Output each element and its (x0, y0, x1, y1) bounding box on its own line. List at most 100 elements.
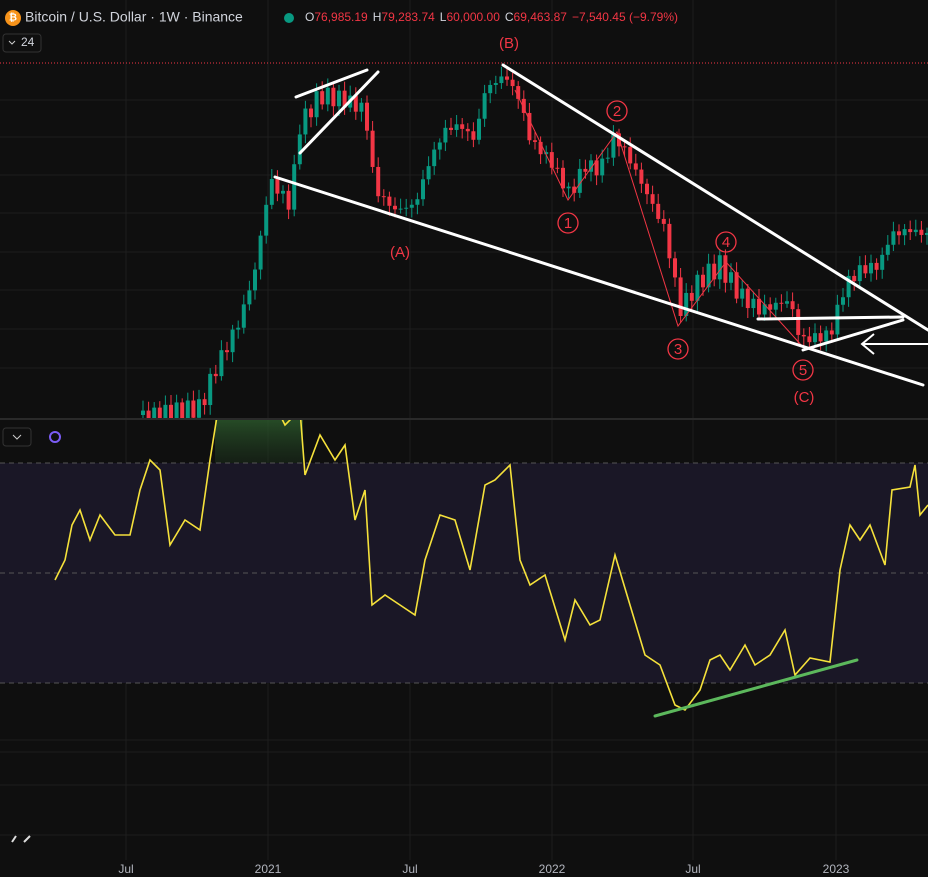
candle (667, 223, 672, 259)
candle (264, 204, 269, 236)
candle (241, 304, 246, 328)
rsi-overbought-fill (215, 420, 303, 463)
wave-label: (B) (499, 35, 519, 52)
candle (180, 402, 185, 418)
candle (247, 290, 252, 305)
candle (499, 76, 504, 84)
rsi-trend-line (653, 658, 859, 718)
candle (477, 118, 481, 140)
candle (488, 84, 493, 94)
candle (656, 203, 661, 219)
candle (185, 400, 190, 418)
market-status (284, 13, 294, 23)
rsi-settings-icon[interactable] (49, 431, 61, 443)
candle (197, 399, 201, 418)
wave-circles (557, 100, 814, 381)
candle (891, 231, 896, 245)
candle (258, 235, 263, 270)
candle (611, 133, 616, 158)
candle (757, 298, 761, 315)
candle (342, 90, 347, 108)
candle (818, 333, 823, 342)
candle (701, 274, 705, 288)
candle (152, 407, 157, 418)
symbol: Bitcoin / U.S. Dollar · 1W · Binance (25, 9, 243, 25)
candle (359, 102, 364, 112)
candle (269, 179, 274, 205)
candle (717, 255, 722, 280)
candle (594, 160, 599, 176)
candle (846, 275, 851, 298)
candle (673, 258, 677, 278)
candle (225, 350, 229, 353)
candle (549, 152, 554, 168)
candle (566, 186, 571, 189)
candle (589, 160, 593, 172)
candle (762, 304, 767, 315)
candle (639, 169, 644, 184)
candle (432, 149, 437, 167)
candle (857, 265, 862, 282)
candle (493, 83, 498, 85)
x-axis-label: Jul (402, 862, 417, 876)
candle (841, 297, 845, 305)
candle (712, 263, 717, 280)
candle (404, 207, 409, 209)
rsi-collapse-button[interactable] (2, 427, 32, 447)
candles (141, 66, 928, 418)
candle (813, 333, 817, 343)
wave-label: 5 (799, 362, 807, 379)
candle (622, 146, 627, 148)
candle (874, 262, 879, 270)
candle (146, 410, 151, 418)
ohlc: O76,985.19 H79,283.74 L60,000.00 C69,463.87… (305, 10, 678, 24)
candle (286, 190, 291, 210)
candle (253, 269, 257, 291)
candle (908, 229, 913, 233)
trend-lines (273, 63, 928, 387)
candle (297, 134, 302, 165)
candle (370, 130, 375, 167)
candle (661, 218, 666, 224)
candle (583, 168, 588, 172)
candle (521, 98, 526, 113)
candle (208, 373, 213, 406)
lower-grid (0, 739, 928, 836)
candle (695, 274, 700, 301)
candle (505, 76, 509, 80)
candle (465, 128, 470, 132)
candle (801, 334, 806, 337)
rsi-levels (0, 462, 928, 684)
candle (191, 400, 196, 418)
candle (897, 231, 901, 236)
candle (460, 124, 465, 129)
x-axis-label: Jul (118, 862, 133, 876)
candle (275, 179, 280, 194)
candle (314, 91, 319, 118)
candle (829, 330, 834, 335)
candle (393, 205, 397, 210)
candle (779, 302, 784, 304)
candle (471, 131, 476, 140)
candle (689, 292, 694, 301)
candle (443, 127, 448, 143)
candle (678, 277, 683, 316)
candle (398, 208, 403, 210)
candle (202, 399, 207, 406)
candle (561, 167, 565, 189)
candle (628, 147, 633, 164)
candle (684, 292, 689, 316)
candle (169, 404, 173, 418)
wave-label: (C) (794, 389, 815, 406)
candle (325, 87, 330, 105)
wave-label: 2 (613, 103, 621, 120)
candle (213, 373, 218, 377)
candle (785, 301, 789, 304)
wave-lines (514, 89, 804, 348)
candle (365, 102, 369, 131)
candle (376, 166, 381, 197)
candle (869, 262, 873, 274)
logo (11, 835, 31, 843)
interval-button[interactable]: 24 (2, 33, 42, 53)
